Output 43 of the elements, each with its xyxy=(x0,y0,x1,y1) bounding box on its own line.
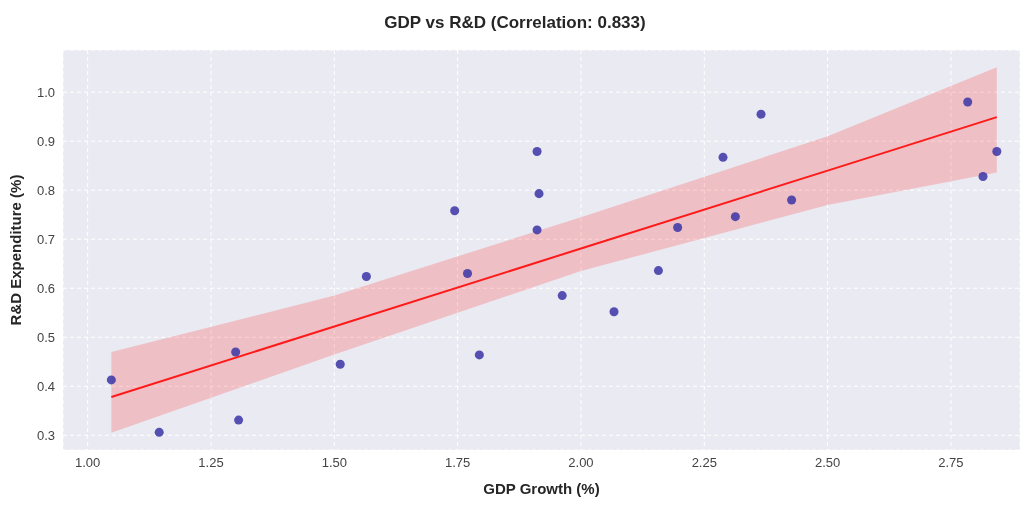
y-tick-label: 0.3 xyxy=(36,427,55,443)
point xyxy=(335,359,345,369)
point xyxy=(154,427,164,437)
point xyxy=(978,171,988,181)
y-tick-label: 0.9 xyxy=(36,133,55,149)
x-tick-label: 2.00 xyxy=(568,455,594,471)
point xyxy=(718,152,728,162)
point xyxy=(462,269,473,279)
x-axis-title: GDP Growth (%) xyxy=(483,480,600,497)
point xyxy=(532,146,542,156)
y-axis-title: R&D Expenditure (%) xyxy=(7,174,25,326)
y-tick-label: 0.6 xyxy=(36,280,55,296)
x-tick-label: 2.50 xyxy=(814,455,841,471)
chart-title: GDP vs R&D (Correlation: 0.833) xyxy=(383,12,647,34)
line-series xyxy=(110,116,998,399)
point xyxy=(474,350,484,360)
x-tick-label: 1.25 xyxy=(198,455,224,471)
point xyxy=(106,375,116,385)
point xyxy=(532,225,542,235)
point xyxy=(361,271,371,281)
point xyxy=(673,222,683,232)
point xyxy=(787,195,797,205)
y-tick-label: 0.7 xyxy=(36,231,55,247)
x-tick-label: 1.00 xyxy=(75,455,101,471)
y-tick-label: 0.4 xyxy=(36,378,55,394)
point xyxy=(231,347,241,357)
point xyxy=(557,291,567,301)
point xyxy=(609,307,619,317)
x-tick-label: 2.25 xyxy=(691,455,717,471)
x-tick-label: 2.75 xyxy=(938,455,964,471)
y-tick-label: 0.8 xyxy=(36,182,55,198)
x-tick-label: 1.50 xyxy=(321,455,347,471)
point xyxy=(653,266,663,276)
point xyxy=(963,97,973,107)
x-tick-label: 1.75 xyxy=(444,455,471,471)
point xyxy=(730,212,740,222)
point xyxy=(992,146,1002,156)
point xyxy=(756,109,766,119)
point xyxy=(450,206,460,216)
point xyxy=(534,189,544,199)
y-tick-label: 1.0 xyxy=(36,84,55,100)
y-tick-label: 0.5 xyxy=(36,329,55,345)
point xyxy=(234,415,244,425)
